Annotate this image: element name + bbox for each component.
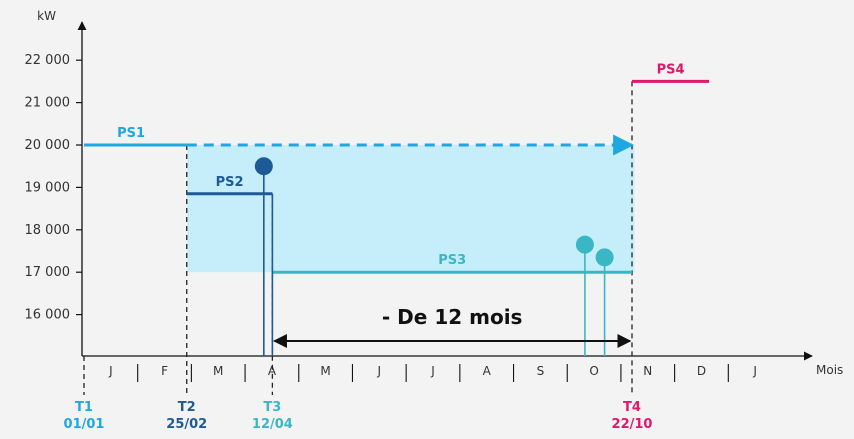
month-label: A bbox=[268, 364, 277, 378]
event-date-label: 25/02 bbox=[166, 417, 207, 432]
y-tick-label: 20 000 bbox=[25, 138, 71, 153]
duration-label: - De 12 mois bbox=[382, 305, 523, 329]
shaded-region bbox=[187, 145, 635, 273]
axes-layer: kW Mois 22 000 21 000 20 000 19 000 18 000 17 0… bbox=[25, 9, 843, 382]
peak-marker bbox=[595, 248, 614, 267]
series-label: PS4 bbox=[657, 62, 685, 77]
series-layer bbox=[84, 79, 710, 356]
labels-layer: T1 01/01 T2 25/02 T3 12/04 T4 22/10 PS1 PS2 PS3 PS4… bbox=[64, 62, 685, 432]
y-axis-unit: kW bbox=[37, 9, 56, 23]
peak-marker bbox=[254, 157, 273, 176]
month-label: M bbox=[320, 364, 330, 378]
peak-marker bbox=[575, 235, 594, 254]
series-label: PS3 bbox=[438, 253, 466, 268]
y-tick-label: 16 000 bbox=[25, 308, 71, 323]
month-label: O bbox=[589, 364, 598, 378]
y-tick-label: 21 000 bbox=[25, 96, 71, 111]
y-tick-label: 22 000 bbox=[25, 53, 71, 68]
y-tick-label: 18 000 bbox=[25, 223, 71, 238]
month-label: M bbox=[213, 364, 223, 378]
event-id-label: T4 bbox=[623, 400, 641, 415]
month-label: A bbox=[483, 364, 492, 378]
month-label: J bbox=[752, 364, 757, 378]
event-id-label: T3 bbox=[263, 400, 281, 415]
event-date-label: 12/04 bbox=[252, 417, 293, 432]
month-label: J bbox=[377, 364, 382, 378]
month-label: J bbox=[108, 364, 113, 378]
y-tick-label: 19 000 bbox=[25, 180, 71, 195]
event-id-label: T1 bbox=[75, 400, 93, 415]
series-label: PS1 bbox=[117, 126, 145, 141]
month-label: J bbox=[430, 364, 435, 378]
y-tick-label: 17 000 bbox=[25, 265, 71, 280]
month-label: F bbox=[161, 364, 168, 378]
series-label: PS2 bbox=[216, 175, 244, 190]
month-label: S bbox=[537, 364, 545, 378]
month-label: D bbox=[697, 364, 706, 378]
month-label: N bbox=[643, 364, 652, 378]
event-date-label: 01/01 bbox=[64, 417, 105, 432]
x-axis-unit: Mois bbox=[816, 363, 843, 377]
shaded-region-layer bbox=[187, 145, 635, 273]
event-id-label: T2 bbox=[178, 400, 196, 415]
event-date-label: 22/10 bbox=[612, 417, 653, 432]
